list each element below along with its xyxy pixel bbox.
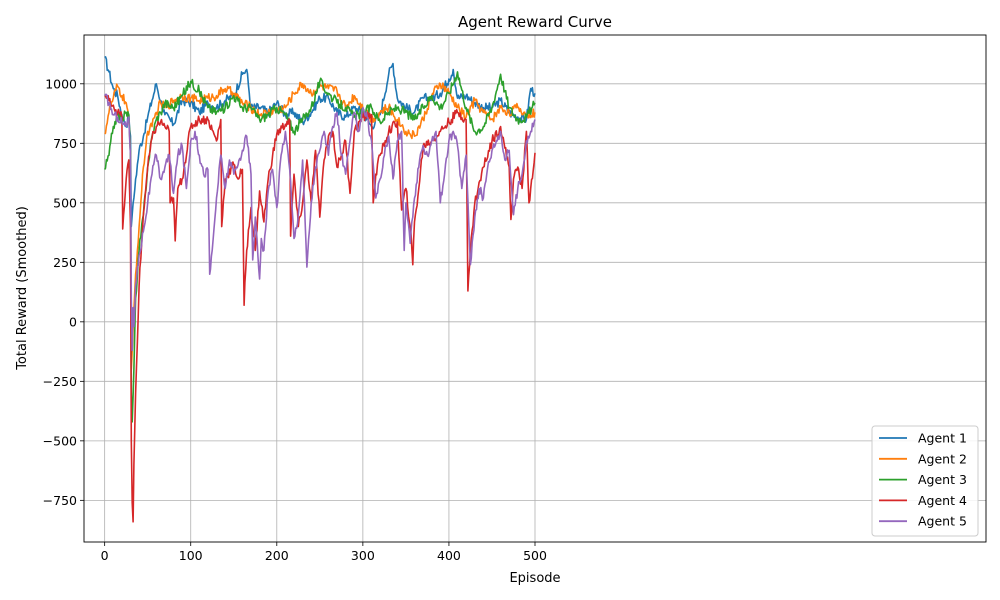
x-tick-label: 0 <box>101 548 109 563</box>
x-tick-label: 300 <box>351 548 375 563</box>
y-tick-label: 0 <box>69 314 77 329</box>
legend-box <box>871 425 979 537</box>
legend: Agent 1 Agent 2 Agent 3 Agent 4 Agent 5 <box>871 425 979 537</box>
legend-label-1: Agent 1 <box>918 431 967 446</box>
y-tick-label: −750 <box>43 493 77 508</box>
y-axis-title: Total Reward (Smoothed) <box>15 206 30 371</box>
series-line-4 <box>104 94 536 523</box>
x-axis-ticks: 0 100 200 300 400 500 <box>101 542 547 563</box>
x-tick-label: 200 <box>265 548 289 563</box>
legend-label-2: Agent 2 <box>918 451 967 466</box>
legend-label-4: Agent 4 <box>918 493 967 508</box>
x-tick-label: 100 <box>179 548 203 563</box>
y-axis-ticks: −750 −500 −250 0 250 500 750 1000 <box>43 76 84 508</box>
legend-label-5: Agent 5 <box>918 514 967 529</box>
y-tick-label: 750 <box>53 136 77 151</box>
series-line-5 <box>104 93 536 352</box>
x-axis-title: Episode <box>509 571 560 586</box>
y-tick-label: 1000 <box>45 76 77 91</box>
x-tick-label: 400 <box>437 548 461 563</box>
series-line-3 <box>104 71 536 423</box>
legend-label-3: Agent 3 <box>918 472 967 487</box>
chart-title: Agent Reward Curve <box>458 13 612 31</box>
x-tick-label: 500 <box>523 548 547 563</box>
y-tick-label: 250 <box>53 255 77 270</box>
plot-series <box>104 55 536 523</box>
y-tick-label: −500 <box>43 433 77 448</box>
y-tick-label: 500 <box>53 195 77 210</box>
y-tick-label: −250 <box>43 374 77 389</box>
